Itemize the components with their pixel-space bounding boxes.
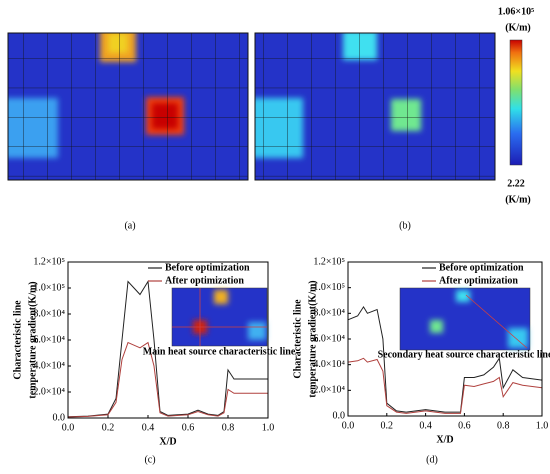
x-tick-label: 0.0 <box>62 422 75 433</box>
caption: (d) <box>426 454 438 465</box>
inset-d <box>399 287 531 351</box>
x-tick-label: 1.0 <box>262 422 275 433</box>
colorbar-unit: (K/m) <box>505 194 531 205</box>
heatmap-a <box>8 33 248 180</box>
x-tick-label: 0.4 <box>142 422 155 433</box>
legend-label: After optimization <box>165 275 244 286</box>
legend-label: Before optimization <box>165 262 250 273</box>
y-tick-label: 1.0×10⁵ <box>33 282 65 293</box>
y-tick-label: 2.0×10⁴ <box>33 386 65 397</box>
series-line <box>347 357 543 414</box>
legend-label: After optimization <box>439 275 518 286</box>
x-axis-label: X/D <box>159 436 176 447</box>
y-axis-label: Characteristic line <box>292 299 303 379</box>
inset-label: Secondary heat source characteristic lin… <box>378 349 550 360</box>
x-tick-label: 0.6 <box>182 422 195 433</box>
y-tick-label: 6.0×10⁴ <box>33 334 65 345</box>
series-line <box>67 341 268 418</box>
x-tick-label: 0.8 <box>222 422 235 433</box>
x-tick-label: 0.2 <box>102 422 115 433</box>
colorbar-max: 1.06×10⁵ <box>498 6 534 17</box>
x-tick-label: 0.2 <box>381 420 394 431</box>
y-tick-label: 4.0×10⁴ <box>313 359 345 370</box>
x-tick-label: 0.4 <box>419 420 432 431</box>
x-tick-label: 0.8 <box>497 420 510 431</box>
caption: (b) <box>399 220 411 231</box>
y-axis-label: temperature gradient(K/m) <box>27 281 38 398</box>
caption: (c) <box>144 454 155 465</box>
x-tick-label: 0.6 <box>458 420 471 431</box>
y-tick-label: 1.2×10⁵ <box>33 256 65 267</box>
plot-frame <box>67 261 269 419</box>
y-tick-label: 0.0 <box>53 412 66 423</box>
heatmap-frame <box>7 32 249 181</box>
y-tick-label: 8.0×10⁴ <box>313 308 345 319</box>
legend-label: Before optimization <box>439 262 524 273</box>
y-tick-label: 6.0×10⁴ <box>313 333 345 344</box>
y-axis-label: Characteristic line <box>12 300 23 380</box>
colorbar-min: 2.22 <box>507 178 525 189</box>
series-line <box>347 305 543 413</box>
colorbar-unit: (K/m) <box>505 22 531 33</box>
heatmap-frame <box>254 32 496 181</box>
inset-c <box>171 287 268 347</box>
y-tick-label: 1.0×10⁵ <box>313 282 345 293</box>
inset-label: Main heat source characteristic line <box>143 346 296 357</box>
y-tick-label: 2.0×10⁴ <box>313 385 345 396</box>
x-axis-label: X/D <box>436 434 453 445</box>
plot-frame <box>347 261 543 417</box>
y-tick-label: 1.2×10⁵ <box>313 256 345 267</box>
y-tick-label: 0.0 <box>333 410 346 421</box>
heatmap-b <box>255 33 495 180</box>
y-tick-label: 4.0×10⁴ <box>33 360 65 371</box>
caption: (a) <box>124 220 135 231</box>
y-axis-label: temperature gradient(K/m) <box>307 280 318 397</box>
y-tick-label: 8.0×10⁴ <box>33 308 65 319</box>
x-tick-label: 0.0 <box>342 420 355 431</box>
x-tick-label: 1.0 <box>536 420 549 431</box>
colorbar <box>509 39 523 166</box>
